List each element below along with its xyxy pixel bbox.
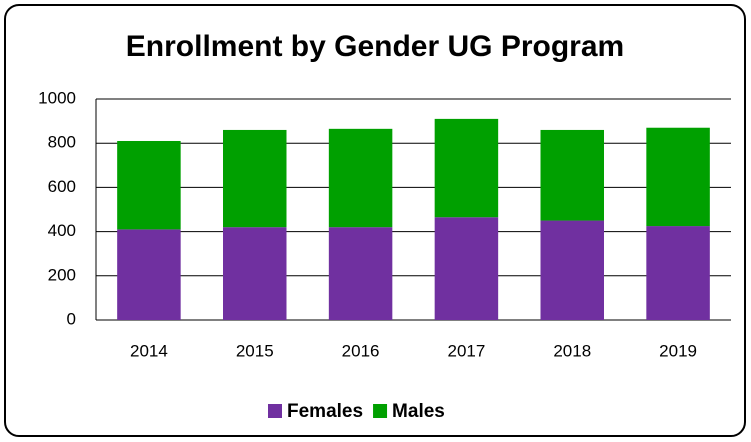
legend-label: Females: [287, 401, 363, 422]
bar-segment: [328, 227, 393, 320]
bar-segment: [117, 140, 181, 230]
x-tick-label: 2019: [659, 341, 697, 360]
legend-swatch: [268, 404, 282, 418]
bar-segment: [434, 217, 499, 320]
x-tick-label: 2015: [236, 341, 274, 360]
x-tick-label: 2018: [553, 341, 591, 360]
bar-segment: [328, 128, 393, 228]
bar-segment: [223, 227, 287, 320]
x-tick-label: 2017: [448, 341, 486, 360]
bar-segment: [434, 118, 499, 218]
y-tick-label: 0: [67, 309, 76, 328]
bar-segment: [223, 129, 287, 228]
legend-label: Males: [392, 401, 445, 422]
y-tick-label: 200: [48, 265, 76, 284]
legend-swatch: [373, 404, 388, 418]
y-tick-label: 1000: [38, 88, 76, 107]
bar-segment: [540, 129, 604, 221]
x-tick-label: 2016: [342, 341, 380, 360]
x-tick-label: 2014: [130, 341, 168, 360]
y-tick-label: 400: [48, 221, 76, 240]
bar-segment: [646, 127, 710, 227]
y-tick-label: 600: [48, 177, 76, 196]
chart-title: Enrollment by Gender UG Program: [126, 30, 624, 63]
y-tick-label: 800: [48, 133, 76, 152]
bar-segment: [117, 229, 181, 320]
bar-segment: [646, 226, 710, 320]
bar-segment: [540, 220, 604, 320]
